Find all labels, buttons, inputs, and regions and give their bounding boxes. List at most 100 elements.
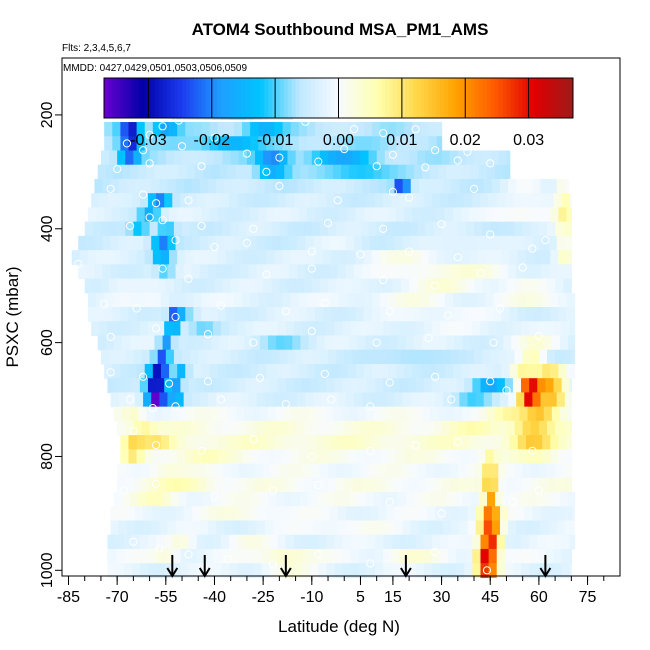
heat-cell bbox=[318, 548, 327, 564]
sample-point bbox=[431, 372, 440, 381]
heat-cell bbox=[245, 563, 255, 579]
colorbar-swatch bbox=[221, 78, 226, 118]
sample-point bbox=[165, 379, 174, 388]
heat-cell bbox=[428, 363, 438, 379]
heat-cell bbox=[143, 392, 152, 408]
colorbar-swatch bbox=[494, 78, 500, 118]
heat-cell bbox=[109, 150, 118, 166]
colorbar-swatch bbox=[346, 78, 351, 118]
sample-point bbox=[314, 480, 323, 489]
heat-cell bbox=[165, 463, 175, 479]
sample-point bbox=[106, 184, 115, 193]
colorbar-tick-label: -0.02 bbox=[194, 132, 231, 149]
heat-cell bbox=[216, 264, 225, 280]
sample-point bbox=[139, 372, 148, 381]
heat-cell bbox=[358, 563, 368, 579]
heat-cell bbox=[431, 321, 441, 337]
heat-cell bbox=[548, 392, 558, 408]
heat-cell bbox=[201, 207, 211, 223]
heat-cell bbox=[418, 178, 428, 194]
heat-cell bbox=[525, 250, 535, 265]
heat-cell bbox=[337, 264, 347, 280]
sample-point bbox=[340, 145, 349, 154]
heat-cell bbox=[508, 392, 517, 408]
heat-cell bbox=[264, 520, 274, 536]
heat-cell bbox=[138, 335, 147, 351]
heat-cell bbox=[328, 150, 337, 166]
heat-cell bbox=[285, 534, 295, 550]
heat-cell bbox=[78, 235, 87, 251]
heat-cell bbox=[366, 321, 376, 337]
heat-cell bbox=[258, 363, 267, 379]
heat-cell bbox=[143, 235, 152, 251]
heat-cell bbox=[530, 463, 540, 479]
heat-cell bbox=[490, 420, 499, 436]
sample-point bbox=[152, 441, 161, 450]
heat-cell bbox=[225, 122, 235, 137]
heat-cell bbox=[517, 292, 527, 308]
heat-cell bbox=[370, 392, 379, 408]
sample-point bbox=[437, 509, 446, 518]
heat-cell bbox=[164, 321, 173, 337]
heat-cell bbox=[204, 378, 214, 394]
heat-cell bbox=[282, 122, 292, 137]
heat-cell bbox=[222, 349, 232, 365]
heat-cell bbox=[282, 363, 292, 379]
heat-cell bbox=[232, 235, 242, 251]
heat-cell bbox=[522, 221, 532, 237]
colorbar-swatch bbox=[471, 78, 476, 118]
colorbar-swatch bbox=[447, 78, 453, 118]
sample-point bbox=[411, 441, 420, 450]
heat-cell bbox=[499, 264, 509, 280]
heat-cell bbox=[514, 463, 524, 479]
heat-cell bbox=[428, 250, 438, 265]
heat-cell bbox=[306, 363, 316, 379]
heat-cell bbox=[297, 264, 306, 280]
heat-cell bbox=[238, 463, 248, 479]
colorbar-swatch bbox=[436, 78, 441, 118]
plot-frame bbox=[61, 57, 621, 577]
heat-cell bbox=[386, 506, 396, 522]
heat-cell bbox=[178, 492, 188, 507]
heat-cell bbox=[164, 534, 173, 550]
heat-cell bbox=[368, 477, 378, 493]
colorbar-swatch bbox=[139, 78, 144, 118]
heat-cell bbox=[164, 193, 173, 209]
heat-cell bbox=[527, 492, 537, 507]
heat-cell bbox=[126, 235, 136, 251]
heat-cell bbox=[222, 463, 232, 479]
heat-cell bbox=[258, 307, 267, 322]
heat-cell bbox=[392, 221, 402, 237]
heat-cell bbox=[417, 150, 426, 166]
heat-cell bbox=[185, 292, 194, 308]
heat-cell bbox=[319, 150, 329, 166]
heat-cell bbox=[293, 321, 303, 337]
heat-cell bbox=[509, 250, 519, 265]
heat-cell bbox=[182, 463, 191, 479]
heat-cell bbox=[392, 349, 402, 365]
heat-cell bbox=[185, 136, 194, 152]
heat-cell bbox=[396, 250, 405, 265]
heat-cell bbox=[345, 264, 355, 280]
heat-cell bbox=[206, 477, 216, 493]
heat-cell bbox=[154, 406, 164, 422]
heat-cell bbox=[368, 463, 378, 479]
heat-cell bbox=[433, 278, 443, 294]
heat-cell bbox=[323, 435, 332, 450]
heat-cell bbox=[336, 477, 345, 493]
sample-point bbox=[152, 479, 161, 488]
heat-cell bbox=[375, 534, 384, 550]
sample-point bbox=[171, 402, 180, 411]
heat-cell bbox=[268, 492, 277, 507]
colorbar-swatch bbox=[205, 78, 211, 118]
heat-cell bbox=[474, 420, 483, 436]
heat-cell bbox=[415, 193, 425, 209]
heat-cell bbox=[287, 420, 297, 436]
heat-cell bbox=[404, 207, 413, 223]
colorbar-swatch bbox=[299, 78, 304, 118]
heat-cell bbox=[449, 463, 459, 479]
heat-cell bbox=[246, 349, 256, 365]
sample-point bbox=[349, 125, 359, 134]
heat-cell bbox=[551, 406, 561, 422]
heat-cell bbox=[462, 164, 472, 180]
